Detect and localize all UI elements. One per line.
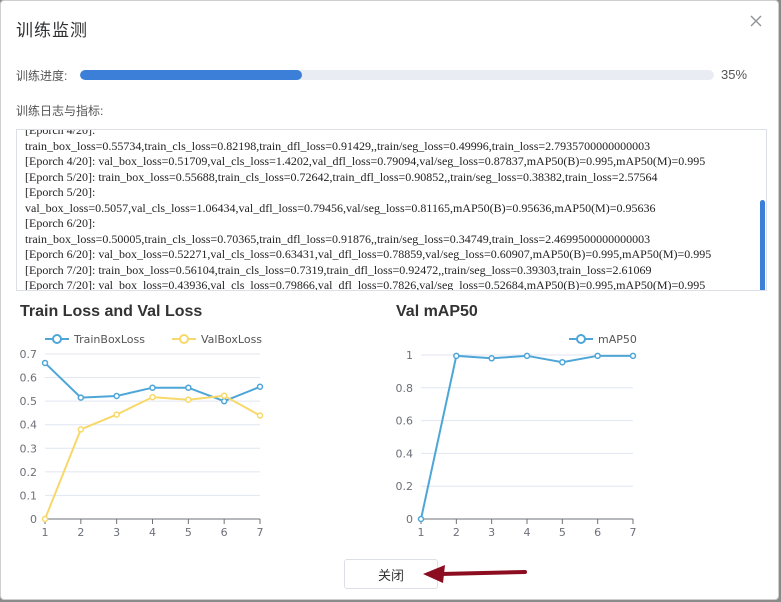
- data-point: [185, 396, 192, 403]
- log-line: train_box_loss=0.50005,train_cls_loss=0.…: [25, 231, 651, 246]
- progress-bar: [80, 70, 714, 80]
- arrow-annotation: [423, 565, 527, 583]
- map-chart: 0 0.2 0.4 0.6 0.8 1 1 2 3 4 5 6 7 mAP50: [396, 333, 637, 539]
- log-line: [Eporch 4/20]: val_box_loss=0.51709,val_…: [25, 154, 706, 168]
- data-point: [185, 384, 192, 391]
- data-point: [149, 384, 156, 391]
- legend-marker: [52, 334, 62, 344]
- progress-label: 训练进度:: [16, 69, 68, 83]
- data-point: [523, 352, 531, 360]
- close-icon[interactable]: [748, 13, 764, 29]
- data-point: [256, 412, 264, 419]
- y-tick-label: 0.8: [396, 382, 414, 395]
- training-log[interactable]: [Eporch 4/20]: train_box_loss=0.55734,tra…: [16, 129, 767, 291]
- y-tick-label: 0.7: [20, 348, 38, 361]
- log-line: [Eporch 6/20]:: [25, 216, 96, 230]
- data-point: [559, 358, 566, 366]
- data-point: [113, 411, 120, 418]
- y-tick-label: 1: [406, 349, 413, 362]
- log-line: val_box_loss=0.5057,val_cls_loss=1.06434…: [25, 200, 656, 215]
- data-point: [41, 515, 49, 523]
- y-tick-label: 0: [30, 513, 37, 526]
- y-tick-label: 0.1: [20, 489, 38, 502]
- series-line-ValBoxLoss: [44, 394, 261, 520]
- y-tick-label: 0.4: [396, 447, 414, 460]
- y-tick-label: 0.4: [20, 419, 38, 432]
- close-button[interactable]: 关闭: [344, 559, 438, 589]
- series-line-mAP50: [420, 354, 633, 520]
- x-tick-label: 1: [42, 526, 49, 539]
- data-point: [488, 355, 495, 362]
- y-tick-label: 0.6: [396, 415, 414, 428]
- data-point: [453, 352, 460, 360]
- chart-title-loss: Train Loss and Val Loss: [20, 303, 203, 320]
- data-point: [77, 394, 85, 401]
- x-tick-label: 7: [630, 526, 637, 539]
- legend-label[interactable]: ValBoxLoss: [201, 333, 262, 346]
- x-tick-label: 1: [418, 526, 425, 539]
- log-line: [Eporch 5/20]: train_box_loss=0.55688,tr…: [25, 169, 658, 184]
- log-line: [Eporch 5/20]:: [25, 185, 96, 199]
- y-tick-label: 0.6: [20, 372, 38, 385]
- data-point: [41, 359, 49, 367]
- x-tick-label: 6: [594, 526, 601, 539]
- data-point: [629, 352, 637, 360]
- x-tick-label: 2: [77, 526, 84, 539]
- x-tick-label: 2: [453, 526, 460, 539]
- log-line: [Eporch 7/20]: val_box_loss=0.43936,val_…: [25, 278, 706, 291]
- progress-fill: [80, 70, 302, 80]
- data-point: [220, 392, 228, 399]
- y-tick-label: 0.5: [20, 395, 38, 408]
- data-point: [256, 383, 264, 391]
- chart-title-map: Val mAP50: [396, 303, 478, 320]
- legend-marker: [179, 334, 189, 344]
- log-line: [Eporch 7/20]: train_box_loss=0.56104,tr…: [25, 262, 652, 277]
- y-tick-label: 0.2: [20, 466, 38, 479]
- dialog-title: 训练监测: [16, 21, 88, 40]
- y-tick-label: 0: [406, 513, 413, 526]
- log-line: [Eporch 4/20]:: [25, 129, 96, 137]
- data-point: [77, 426, 85, 433]
- y-tick-label: 0.2: [396, 480, 414, 493]
- x-tick-label: 4: [149, 526, 156, 539]
- log-scrollbar[interactable]: [760, 200, 765, 290]
- x-tick-label: 4: [524, 526, 531, 539]
- data-point: [594, 352, 601, 360]
- progress-percent: 35%: [721, 67, 748, 82]
- loss-chart: 0 0.1 0.2 0.3 0.4 0.5 0.6 0.7 1 2 3 4 5 6 7 TrainBoxLos…: [20, 333, 264, 539]
- data-point: [149, 393, 156, 401]
- x-tick-label: 6: [221, 526, 228, 539]
- legend-marker: [576, 334, 586, 344]
- legend-label[interactable]: TrainBoxLoss: [73, 333, 145, 346]
- data-point: [220, 397, 228, 405]
- data-point: [113, 392, 120, 400]
- log-label: 训练日志与指标:: [16, 104, 104, 118]
- log-line: [Eporch 6/20]: val_box_loss=0.52271,val_…: [25, 247, 712, 261]
- log-line: train_box_loss=0.55734,train_cls_loss=0.…: [25, 138, 651, 153]
- data-point: [417, 515, 425, 523]
- x-tick-label: 5: [185, 526, 192, 539]
- x-tick-label: 3: [488, 526, 495, 539]
- x-tick-label: 5: [559, 526, 566, 539]
- x-tick-label: 3: [113, 526, 120, 539]
- x-tick-label: 7: [257, 526, 264, 539]
- y-tick-label: 0.3: [20, 442, 38, 455]
- legend-label[interactable]: mAP50: [598, 333, 637, 346]
